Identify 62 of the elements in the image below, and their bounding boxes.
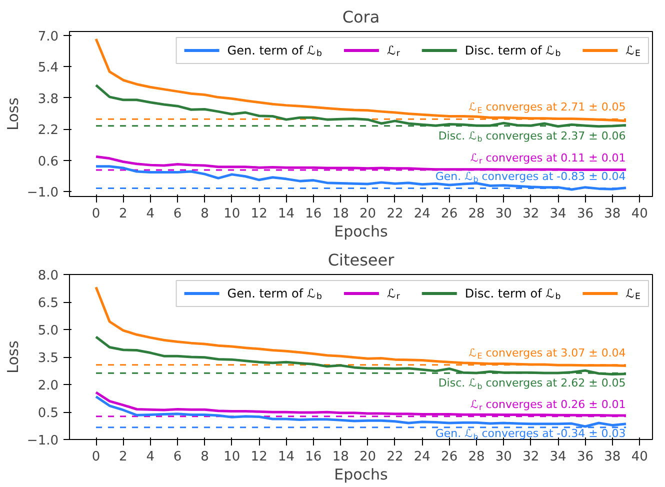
y-axis-title: Loss bbox=[4, 340, 22, 374]
x-tick-label: 12 bbox=[250, 450, 268, 464]
y-tick-label: −1.0 bbox=[26, 434, 59, 448]
chart-title: Citeseer bbox=[328, 250, 395, 270]
y-axis-title: Loss bbox=[4, 97, 22, 130]
y-tick-label: 5.4 bbox=[38, 60, 59, 76]
x-tick-label: 8 bbox=[200, 206, 209, 222]
x-tick-label: 30 bbox=[495, 450, 512, 464]
x-tick-label: 14 bbox=[278, 206, 295, 222]
x-tick-label: 20 bbox=[360, 450, 376, 464]
x-tick-label: 18 bbox=[332, 206, 349, 222]
x-tick-label: 28 bbox=[468, 450, 485, 464]
line-series bbox=[94, 395, 628, 428]
x-tick-label: 38 bbox=[604, 450, 621, 464]
x-tick-label: 12 bbox=[250, 206, 268, 222]
x-tick-label: 14 bbox=[278, 450, 295, 464]
x-tick-label: 0 bbox=[92, 450, 100, 464]
x-tick-label: 36 bbox=[576, 206, 594, 222]
x-tick-label: 10 bbox=[224, 450, 240, 464]
x-tick-label: 2 bbox=[119, 450, 128, 464]
x-tick-label: 34 bbox=[550, 450, 566, 464]
x-tick-label: 34 bbox=[550, 206, 566, 222]
y-tick-label: 5.0 bbox=[38, 324, 59, 338]
y-tick-label: 8.0 bbox=[38, 268, 59, 284]
x-axis-title: Epochs bbox=[334, 466, 388, 484]
chart-title: Cora bbox=[342, 8, 380, 26]
x-tick-label: 24 bbox=[414, 450, 430, 464]
x-tick-label: 18 bbox=[332, 450, 349, 464]
x-tick-label: 28 bbox=[468, 206, 485, 222]
x-tick-label: 26 bbox=[441, 206, 458, 222]
x-tick-label: 40 bbox=[631, 450, 648, 464]
y-tick-label: 7.0 bbox=[38, 29, 59, 44]
x-tick-label: 6 bbox=[173, 206, 182, 222]
y-tick-label: −1.0 bbox=[26, 186, 59, 201]
x-tick-label: 24 bbox=[414, 206, 430, 222]
x-tick-label: 16 bbox=[305, 450, 322, 464]
x-tick-label: 4 bbox=[146, 206, 155, 222]
y-tick-label: 3.8 bbox=[38, 92, 59, 107]
x-tick-label: 30 bbox=[495, 206, 512, 222]
x-tick-label: 22 bbox=[386, 450, 404, 464]
x-tick-label: 32 bbox=[522, 206, 540, 222]
x-tick-label: 2 bbox=[119, 206, 128, 222]
y-tick-label: 0.5 bbox=[38, 406, 59, 421]
x-tick-label: 26 bbox=[441, 450, 458, 464]
x-tick-label: 8 bbox=[200, 450, 209, 464]
x-tick-label: 40 bbox=[631, 206, 648, 222]
y-tick-label: 2.0 bbox=[38, 378, 59, 394]
y-tick-label: 3.5 bbox=[38, 351, 59, 366]
x-tick-label: 0 bbox=[92, 206, 100, 222]
x-tick-label: 10 bbox=[224, 206, 240, 222]
y-tick-label: 0.6 bbox=[38, 154, 59, 170]
x-tick-label: 38 bbox=[604, 206, 621, 222]
x-tick-label: 16 bbox=[305, 206, 322, 222]
x-tick-label: 32 bbox=[522, 450, 540, 464]
x-tick-label: 22 bbox=[386, 206, 404, 222]
x-tick-label: 6 bbox=[173, 450, 182, 464]
x-axis-title: Epochs bbox=[334, 222, 388, 240]
y-tick-label: 2.2 bbox=[38, 123, 59, 138]
x-tick-label: 36 bbox=[576, 450, 594, 464]
y-tick-label: 6.5 bbox=[38, 296, 59, 311]
x-tick-label: 4 bbox=[146, 450, 155, 464]
x-tick-label: 20 bbox=[360, 206, 376, 222]
